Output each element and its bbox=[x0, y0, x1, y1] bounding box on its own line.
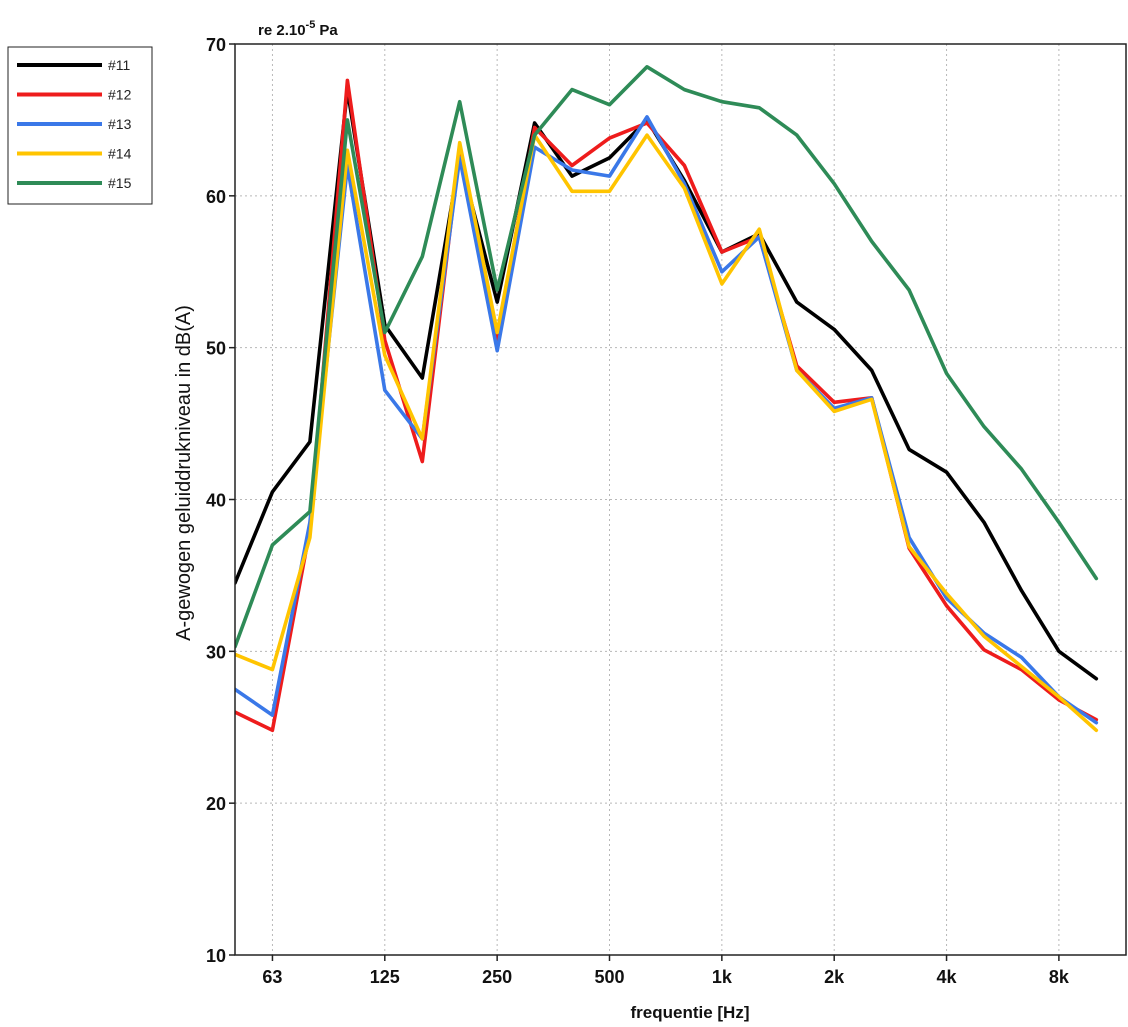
series-lines bbox=[235, 65, 1099, 733]
y-tick-label: 30 bbox=[206, 642, 226, 662]
y-tick-label: 40 bbox=[206, 491, 226, 511]
y-tick-label: 70 bbox=[206, 35, 226, 55]
reference-unit: Pa bbox=[319, 22, 338, 39]
x-axis-ticks: 63 125 250 500 1k 2k 4k 8k bbox=[262, 955, 1070, 987]
y-tick-label: 50 bbox=[206, 339, 226, 359]
x-tick-label: 2k bbox=[824, 967, 845, 987]
y-tick-label: 60 bbox=[206, 187, 226, 207]
series-line-15 bbox=[235, 65, 1099, 649]
x-tick-label: 1k bbox=[712, 967, 733, 987]
legend-label: #13 bbox=[108, 116, 132, 132]
y-tick-label: 10 bbox=[206, 946, 226, 966]
y-tick-label: 20 bbox=[206, 794, 226, 814]
series-line-13 bbox=[235, 115, 1099, 725]
legend: #11 #12 #13 #14 #15 bbox=[7, 46, 153, 205]
reference-base: re 2.10 bbox=[258, 22, 306, 39]
series-line-11 bbox=[235, 87, 1099, 681]
x-tick-label: 63 bbox=[262, 967, 282, 987]
x-axis-title: frequentie [Hz] bbox=[631, 1003, 750, 1022]
reference-label: re 2.10-5 Pa bbox=[258, 19, 338, 39]
y-axis-ticks: 10 20 30 40 50 60 70 bbox=[206, 35, 235, 966]
x-tick-label: 8k bbox=[1049, 967, 1070, 987]
x-tick-label: 250 bbox=[482, 967, 512, 987]
x-tick-label: 500 bbox=[594, 967, 624, 987]
legend-label: #11 bbox=[108, 57, 131, 73]
series-line-14 bbox=[235, 133, 1099, 733]
legend-label: #15 bbox=[108, 175, 132, 191]
grid-lines bbox=[235, 44, 1126, 955]
x-tick-label: 125 bbox=[370, 967, 400, 987]
x-tick-label: 4k bbox=[937, 967, 958, 987]
reference-exponent: -5 bbox=[306, 19, 316, 31]
legend-label: #12 bbox=[108, 87, 132, 103]
legend-label: #14 bbox=[108, 146, 132, 162]
y-axis-title: A-gewogen geluiddrukniveau in dB(A) bbox=[173, 305, 195, 641]
